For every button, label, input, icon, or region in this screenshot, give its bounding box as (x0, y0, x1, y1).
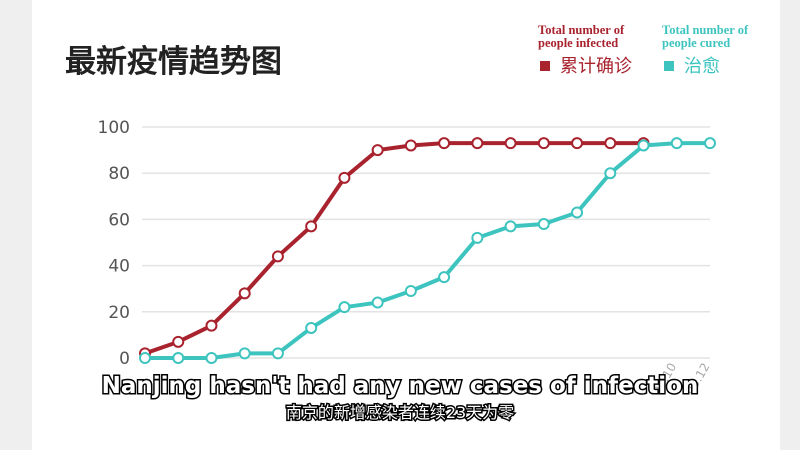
point (371, 144, 384, 157)
point (504, 137, 517, 150)
point (704, 137, 716, 150)
caption-zh: 南京的新增感染者连续23天为零 (286, 403, 514, 422)
card (32, 0, 780, 450)
point (139, 352, 151, 364)
point (438, 137, 451, 150)
legend-en: Total number of people infected (538, 23, 625, 50)
point (537, 137, 550, 150)
point (604, 137, 617, 150)
caption-en: Nanjing hasn't had any new cases of infe… (102, 373, 699, 399)
y-tick-label: 40 (108, 257, 130, 277)
point (404, 139, 417, 152)
chart-title: 最新疫情趋势图 (65, 44, 282, 80)
point (205, 319, 218, 332)
point (338, 171, 351, 184)
point (670, 137, 683, 150)
series-line (144, 141, 644, 356)
legend-en: Total number of people cured (662, 23, 749, 50)
point (271, 250, 284, 263)
legend-label: 治愈 (684, 56, 720, 77)
point (438, 271, 451, 284)
point (637, 139, 650, 152)
point (338, 301, 351, 314)
point (371, 296, 384, 309)
legend-label: 累计确诊 (560, 56, 632, 77)
point (305, 220, 318, 233)
point (305, 321, 318, 334)
point (404, 285, 417, 298)
point (537, 218, 550, 231)
legend: Total number of people infected 累计确诊 Total … (538, 23, 749, 77)
y-tick-label: 100 (98, 118, 130, 138)
legend-swatch (664, 61, 674, 71)
y-tick-label: 80 (108, 164, 130, 184)
point (238, 347, 251, 360)
point (471, 137, 484, 150)
point (604, 167, 617, 180)
legend-swatch (540, 61, 550, 71)
point (238, 287, 251, 300)
y-tick-label: 60 (108, 210, 130, 230)
y-tick-label: 20 (108, 303, 130, 323)
point (571, 206, 584, 219)
point (271, 347, 284, 360)
y-tick-label: 0 (119, 349, 130, 369)
point (504, 220, 517, 233)
point (172, 352, 185, 364)
point (571, 137, 584, 150)
point (172, 335, 185, 348)
point (471, 231, 484, 244)
point (205, 352, 218, 364)
